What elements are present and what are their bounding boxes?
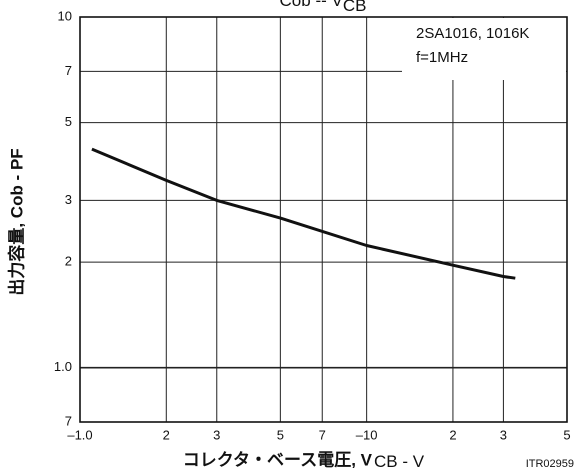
y-tick-label: 5	[65, 114, 72, 129]
x-tick-label: 2	[163, 427, 170, 442]
x-tick-label: 5	[277, 427, 284, 442]
y-tick-label: 7	[65, 63, 72, 78]
y-axis-label: 出力容量, Cob - PF	[6, 148, 26, 295]
annotation: f=1MHz	[416, 49, 468, 66]
plot-frame	[79, 16, 568, 423]
x-tick-label: 5	[563, 427, 570, 442]
figure-id: ITR02959	[526, 458, 574, 470]
y-tick-label: 10	[58, 8, 72, 23]
y-tick-label: 3	[65, 192, 72, 207]
x-tick-label: 3	[500, 427, 507, 442]
y-tick-label: 7	[65, 413, 72, 428]
y-tick-label: 1.0	[54, 359, 72, 374]
x-label-unit: - V	[398, 452, 425, 471]
y-tick-label: 2	[65, 254, 72, 269]
line	[91, 147, 516, 280]
title-sub: CB	[343, 0, 367, 15]
annotation-box	[402, 18, 566, 80]
annotation: 2SA1016, 1016K	[416, 25, 529, 42]
x-label-sub: CB	[374, 452, 398, 471]
x-axis-label: コレクタ・ベース電圧, V	[183, 450, 373, 469]
x-tick-label: 7	[319, 427, 326, 442]
chart-title: Cob -- VCB	[280, 0, 367, 15]
x-axis-unit: CB - V	[374, 452, 425, 471]
x-tick-label: –1.0	[67, 427, 92, 442]
x-tick-label: –10	[356, 427, 378, 442]
title-main: Cob -- V	[280, 0, 344, 10]
x-tick-label: 3	[213, 427, 220, 442]
x-tick-label: 2	[449, 427, 456, 442]
